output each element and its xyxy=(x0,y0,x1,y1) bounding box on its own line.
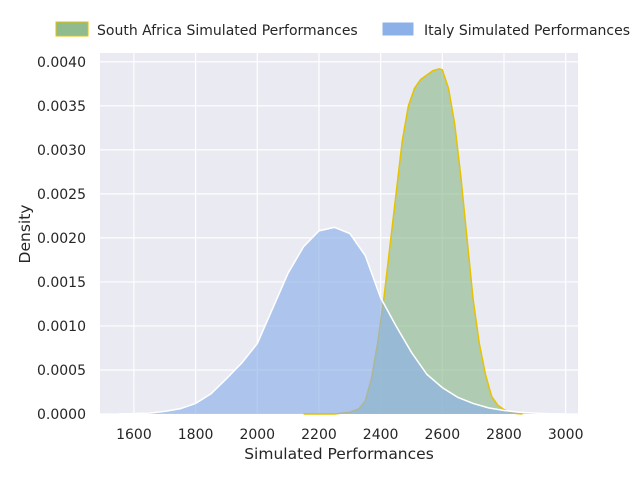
legend-swatch-2 xyxy=(381,21,415,37)
y-tick-label: 0.0015 xyxy=(37,275,86,291)
series-layer xyxy=(118,68,566,415)
x-tick-label: 1800 xyxy=(178,427,214,443)
x-tick-label: 1600 xyxy=(116,427,152,443)
x-tick-label: 3000 xyxy=(548,427,584,443)
x-tick-label: 2000 xyxy=(239,427,275,443)
y-tick-labels: 0.0000 0.0005 0.0010 0.0015 0.0020 0.0025 0.00… xyxy=(37,55,86,423)
x-tick-labels: 1600 1800 2000 2200 2400 2600 2800 3000 xyxy=(116,427,583,443)
legend-label-1: South Africa Simulated Performances xyxy=(97,23,358,39)
series-area-2 xyxy=(118,227,566,414)
y-tick-label: 0.0020 xyxy=(37,231,86,247)
y-axis-label: Density xyxy=(16,205,34,264)
x-tick-label: 2800 xyxy=(486,427,522,443)
legend-swatch-1 xyxy=(55,21,89,37)
legend-label-2: Italy Simulated Performances xyxy=(424,23,630,39)
x-tick-label: 2400 xyxy=(363,427,399,443)
series-area-1 xyxy=(303,68,523,414)
y-tick-label: 0.0035 xyxy=(37,99,86,115)
legend: South Africa Simulated Performances Italy… xyxy=(55,21,630,39)
y-tick-label: 0.0000 xyxy=(37,407,86,423)
x-tick-label: 2200 xyxy=(301,427,337,443)
x-axis-label: Simulated Performances xyxy=(244,445,434,463)
y-tick-label: 0.0005 xyxy=(37,363,86,379)
y-tick-label: 0.0030 xyxy=(37,143,86,159)
y-tick-label: 0.0010 xyxy=(37,319,86,335)
y-tick-label: 0.0040 xyxy=(37,55,86,71)
series-line-2 xyxy=(118,226,566,415)
x-tick-label: 2600 xyxy=(424,427,460,443)
y-tick-label: 0.0025 xyxy=(37,187,86,203)
